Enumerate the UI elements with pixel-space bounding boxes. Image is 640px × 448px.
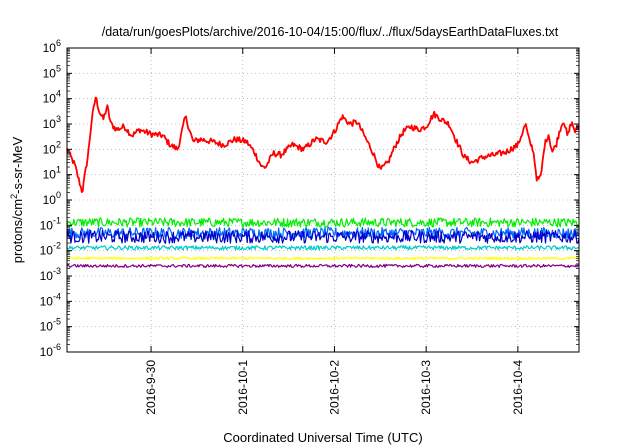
y-axis-title: protons/cm2-s-sr-MeV xyxy=(9,136,25,263)
axes: 10-6 10-5 10-4 10-3 10-2 10-1 100 101 102 103 104 1… xyxy=(40,38,579,415)
series-line-2 xyxy=(66,217,580,228)
y-tick-label: 100 xyxy=(43,190,61,207)
y-tick-label: 10-2 xyxy=(40,241,61,258)
y-tick-label: 10-5 xyxy=(40,317,61,334)
series-line-1 xyxy=(66,96,580,193)
y-tick-label: 106 xyxy=(43,38,61,55)
y-tick-label: 104 xyxy=(43,89,61,106)
y-tick-label: 10-3 xyxy=(40,266,61,283)
y-tick-label: 103 xyxy=(43,114,61,131)
y-axis-title-superscript: 2 xyxy=(9,194,19,199)
x-tick-label: 2016-10-1 xyxy=(236,360,250,415)
series-line-6 xyxy=(66,256,580,261)
y-tick-label: 10-1 xyxy=(40,215,61,232)
y-tick-label: 101 xyxy=(43,165,61,182)
y-axis-title-main: protons/cm xyxy=(10,199,25,263)
y-tick-label: 105 xyxy=(43,63,61,80)
series-line-3 xyxy=(66,226,580,240)
y-tick-label: 10-4 xyxy=(40,291,61,308)
x-tick-label: 2016-10-4 xyxy=(511,360,525,415)
series-line-5 xyxy=(66,245,580,251)
x-tick-label: 2016-10-3 xyxy=(419,360,433,415)
series-layer xyxy=(66,96,580,268)
grid xyxy=(67,48,579,352)
y-tick-label: 10-6 xyxy=(40,342,61,359)
series-line-4 xyxy=(66,230,580,244)
x-tick-label: 2016-9-30 xyxy=(144,360,158,415)
x-axis-title: Coordinated Universal Time (UTC) xyxy=(223,430,422,445)
y-axis-title-rest: -s-sr-MeV xyxy=(10,136,25,193)
x-tick-label: 2016-10-2 xyxy=(327,360,341,415)
chart-title: /data/run/goesPlots/archive/2016-10-04/1… xyxy=(102,25,559,39)
series-line-7 xyxy=(66,263,580,268)
y-tick-label: 102 xyxy=(43,139,61,156)
